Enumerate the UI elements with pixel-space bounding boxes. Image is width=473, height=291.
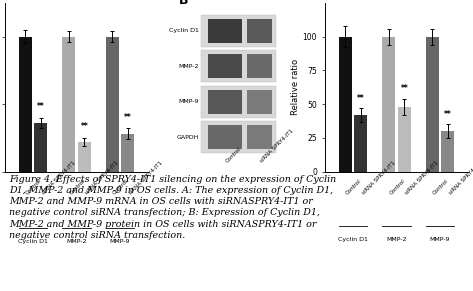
Bar: [382, 37, 395, 172]
Text: Control: Control: [25, 178, 43, 196]
Text: GAPDH: GAPDH: [177, 135, 199, 140]
Text: MMP-9: MMP-9: [430, 237, 450, 242]
Text: Cyclin D1: Cyclin D1: [338, 237, 368, 242]
Text: **: **: [444, 110, 452, 119]
Bar: [208, 90, 242, 114]
Text: Control: Control: [112, 178, 130, 196]
Bar: [201, 50, 277, 82]
Y-axis label: Relative ratio: Relative ratio: [291, 59, 300, 115]
Bar: [201, 86, 277, 118]
Text: Figure 4. Effects of SPRY4-IT1 silencing on the expression of Cyclin
D1, MMP-2 a: Figure 4. Effects of SPRY4-IT1 silencing…: [9, 175, 337, 240]
Bar: [201, 15, 277, 47]
Bar: [247, 19, 272, 43]
Bar: [208, 54, 242, 78]
Bar: [354, 115, 368, 172]
Text: siRNA SPRY4-IT1: siRNA SPRY4-IT1: [260, 128, 295, 164]
Bar: [426, 37, 438, 172]
Bar: [441, 131, 455, 172]
Text: Cyclin D1: Cyclin D1: [18, 239, 48, 244]
Text: siRNA SPRY4-IT1: siRNA SPRY4-IT1: [404, 160, 440, 196]
Text: MMP-9: MMP-9: [179, 99, 199, 104]
Text: siRNA SPRY4-IT1: siRNA SPRY4-IT1: [128, 160, 163, 196]
Bar: [208, 19, 242, 43]
Text: Cyclin D1: Cyclin D1: [169, 28, 199, 33]
Text: **: **: [401, 84, 408, 93]
Bar: [62, 37, 75, 172]
Text: MMP-2: MMP-2: [66, 239, 87, 244]
Bar: [247, 54, 272, 78]
Bar: [208, 125, 242, 149]
Text: MMP-2: MMP-2: [179, 64, 199, 69]
Bar: [78, 142, 91, 172]
Bar: [339, 37, 352, 172]
Bar: [18, 37, 32, 172]
Bar: [201, 121, 277, 153]
Text: B: B: [179, 0, 188, 8]
Bar: [247, 125, 272, 149]
Text: **: **: [357, 94, 365, 103]
Text: MMP-9: MMP-9: [110, 239, 130, 244]
Text: **: **: [124, 113, 131, 122]
Bar: [35, 123, 47, 172]
Text: Control: Control: [345, 178, 363, 196]
Bar: [121, 134, 134, 172]
Text: siRNA SPRY4-IT1: siRNA SPRY4-IT1: [41, 160, 76, 196]
Bar: [105, 37, 119, 172]
Text: **: **: [37, 102, 44, 111]
Text: **: **: [80, 122, 88, 131]
Text: Control: Control: [389, 178, 406, 196]
Text: Control: Control: [225, 146, 243, 164]
Text: siRNA SPRY4-IT1: siRNA SPRY4-IT1: [448, 160, 473, 196]
Bar: [247, 90, 272, 114]
Text: MMP-2: MMP-2: [386, 237, 407, 242]
Text: Control: Control: [432, 178, 450, 196]
Text: siRNA SPRY4-IT1: siRNA SPRY4-IT1: [84, 160, 120, 196]
Bar: [398, 107, 411, 172]
Text: siRNA SPRY4-IT1: siRNA SPRY4-IT1: [361, 160, 396, 196]
Text: Control: Control: [69, 178, 86, 196]
